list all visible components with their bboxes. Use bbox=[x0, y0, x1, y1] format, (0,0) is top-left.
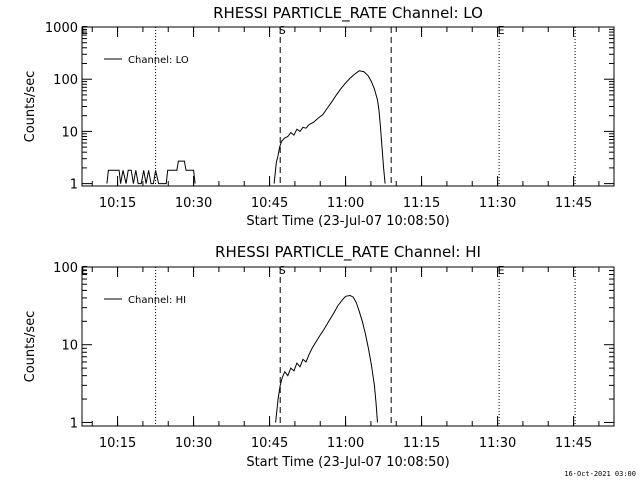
panel-2-ytick-label: 1 bbox=[70, 416, 78, 431]
panel-1-xtick-label: 11:00 bbox=[327, 196, 364, 211]
panel-2-xlabel: Start Time (23-Jul-07 10:08:50) bbox=[246, 455, 449, 470]
panel-1-legend-label: Channel: LO bbox=[128, 55, 189, 66]
panel-1-series-line bbox=[273, 70, 386, 184]
panel-1-marker-label: E bbox=[498, 24, 505, 37]
panel-2-marker-label: S bbox=[279, 264, 286, 277]
panel-1-ytick-label: 10 bbox=[61, 125, 78, 140]
panel-2-marker-label: E bbox=[81, 264, 88, 277]
panel-2-plot bbox=[81, 266, 615, 427]
panel-1-series-line bbox=[106, 160, 196, 185]
panel-2-xtick-label: 11:45 bbox=[555, 436, 592, 451]
panel-2-ylabel: Counts/sec bbox=[23, 311, 38, 383]
panel-1-xtick-label: 10:30 bbox=[175, 196, 212, 211]
panel-2-ytick-label: 100 bbox=[53, 261, 78, 276]
panel-1-ylabel: Counts/sec bbox=[23, 71, 38, 143]
panel-2-xtick-label: 10:30 bbox=[175, 436, 212, 451]
panel-1-xlabel: Start Time (23-Jul-07 10:08:50) bbox=[246, 214, 449, 229]
panel-1-title: RHESSI PARTICLE_RATE Channel: LO bbox=[213, 4, 483, 23]
panel-1-plot bbox=[81, 26, 615, 187]
panel-1-xtick-label: 10:15 bbox=[99, 196, 136, 211]
panel-1-axes-frame bbox=[81, 26, 615, 187]
panel-1-marker-label: S bbox=[279, 24, 286, 37]
panel-2-marker-label: E bbox=[498, 264, 505, 277]
panel-2-xtick-label: 10:45 bbox=[251, 436, 288, 451]
panel-2-xtick-label: 11:00 bbox=[327, 436, 364, 451]
panel-2-series-line bbox=[275, 294, 378, 423]
panel-2-legend-label: Channel: HI bbox=[128, 295, 186, 306]
panel-2-axes-frame bbox=[81, 266, 615, 427]
panel-1-xtick-label: 11:45 bbox=[555, 196, 592, 211]
panel-2-ytick-label: 10 bbox=[61, 339, 78, 354]
panel-1-marker-label: E bbox=[81, 24, 88, 37]
panel-2-xtick-label: 11:30 bbox=[479, 436, 516, 451]
panel-1-xtick-label: 11:30 bbox=[479, 196, 516, 211]
footer-timestamp: 16-Oct-2021 03:00 bbox=[564, 470, 636, 478]
panel-1-xtick-label: 11:15 bbox=[403, 196, 440, 211]
panel-1-ytick-label: 100 bbox=[53, 73, 78, 88]
panel-1-ytick-label: 1000 bbox=[45, 21, 78, 36]
panel-2-xtick-label: 10:15 bbox=[99, 436, 136, 451]
panel-1-xtick-label: 10:45 bbox=[251, 196, 288, 211]
panel-2-title: RHESSI PARTICLE_RATE Channel: HI bbox=[215, 243, 481, 262]
panel-2-xtick-label: 11:15 bbox=[403, 436, 440, 451]
panel-1-ytick-label: 1 bbox=[70, 178, 78, 193]
